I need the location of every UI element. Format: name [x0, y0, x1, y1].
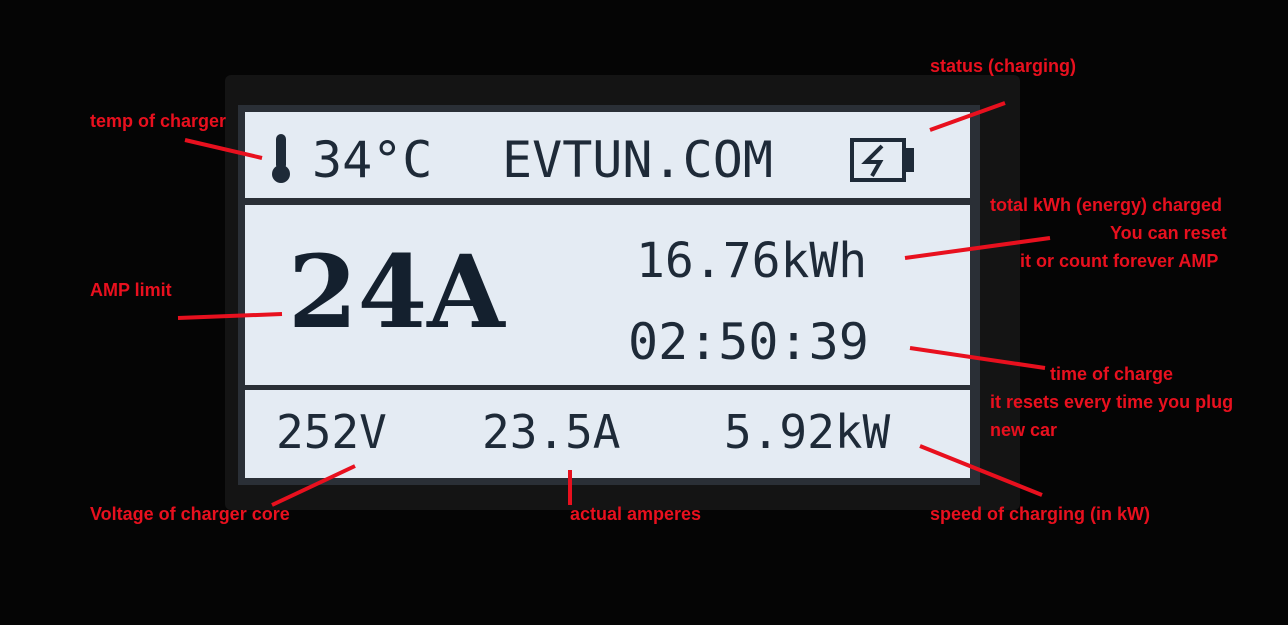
brand: EVTUN.COM	[502, 131, 773, 189]
charge-time: 02:50:39	[628, 313, 869, 371]
note-energy: You can reset	[1110, 223, 1227, 243]
energy: 16.76kWh	[636, 233, 868, 289]
power: 5.92kW	[724, 405, 891, 459]
note-amp-limit: AMP limit	[90, 280, 172, 300]
note-status: status (charging)	[930, 56, 1077, 76]
note-voltage: Voltage of charger core	[90, 504, 290, 524]
middle-panel	[245, 205, 970, 385]
temperature: 34°C	[312, 131, 433, 189]
note-power: speed of charging (in kW)	[930, 504, 1151, 524]
annotation-lines	[177, 101, 1051, 507]
voltage: 252V	[276, 405, 387, 459]
note-current: actual amperes	[570, 504, 702, 524]
bottom-panel	[245, 390, 970, 478]
note-time: new car	[990, 420, 1058, 440]
top-panel	[245, 112, 970, 198]
note-time: time of charge	[1050, 364, 1174, 384]
amp-limit: 24A	[288, 233, 505, 351]
current: 23.5A	[482, 405, 621, 459]
thermometer-icon	[272, 134, 290, 183]
battery-icon	[850, 138, 914, 182]
note-energy: total kWh (energy) charged	[990, 195, 1223, 215]
note-time: it resets every time you plug	[990, 392, 1234, 412]
note-temperature: temp of charger	[90, 111, 227, 131]
note-energy: it or count forever AMP	[1020, 251, 1219, 271]
